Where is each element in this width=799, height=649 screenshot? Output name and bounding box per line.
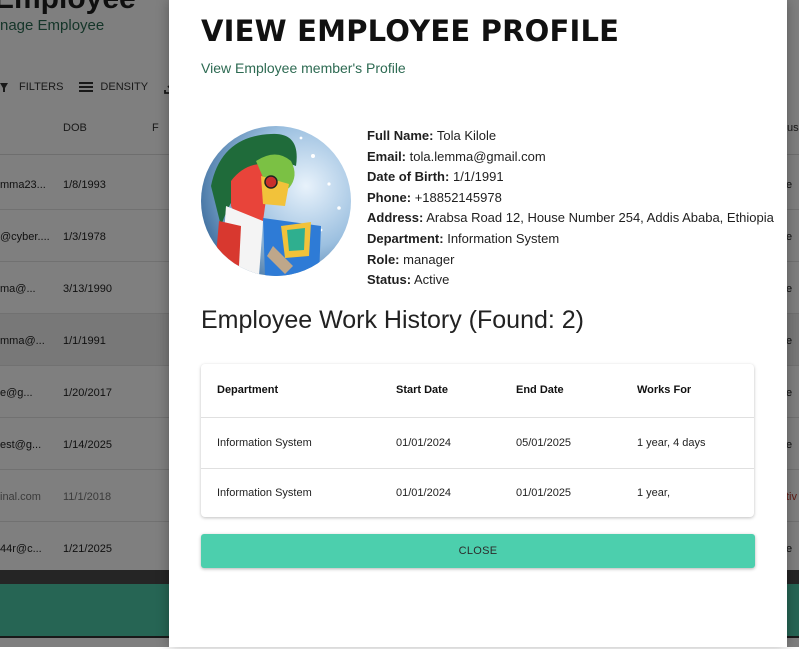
table-row: Information System 01/01/2024 05/01/2025…: [201, 418, 754, 469]
status-value: Active: [413, 272, 450, 288]
modal-subtitle: View Employee member's Profile: [201, 60, 406, 76]
column-header-department: Department: [217, 384, 279, 396]
end-date-cell: 01/01/2025: [516, 487, 572, 499]
modal-title: VIEW EMPLOYEE PROFILE: [201, 14, 620, 48]
column-header-start-date: Start Date: [396, 384, 448, 396]
address-value: Arabsa Road 12, House Number 254, Addis …: [426, 210, 774, 226]
full-name-row: Full Name: Tola Kilole: [367, 126, 774, 147]
department-value: Information System: [447, 230, 560, 246]
department-cell: Information System: [217, 487, 312, 499]
role-row: Role: manager: [367, 250, 774, 271]
dob-value: 1/1/1991: [452, 169, 504, 185]
column-header-end-date: End Date: [516, 384, 564, 396]
phone-row: Phone: +18852145978: [367, 188, 774, 209]
status-label: Status:: [367, 272, 412, 288]
full-name-value: Tola Kilole: [436, 128, 497, 143]
end-date-cell: 05/01/2025: [516, 437, 572, 449]
full-name-label: Full Name:: [367, 128, 434, 143]
employee-profile-modal: VIEW EMPLOYEE PROFILE View Employee memb…: [169, 0, 787, 647]
close-button[interactable]: CLOSE: [201, 534, 755, 568]
email-label: Email:: [367, 148, 407, 164]
address-label: Address:: [367, 210, 424, 226]
table-header-row: Department Start Date End Date Works For: [201, 364, 754, 418]
dob-row: Date of Birth: 1/1/1991: [367, 167, 774, 188]
phone-value: +18852145978: [414, 189, 502, 205]
column-header-works-for: Works For: [637, 384, 692, 396]
work-history-title: Employee Work History (Found: 2): [201, 306, 584, 334]
table-row: Information System 01/01/2024 01/01/2025…: [201, 468, 754, 518]
works-for-cell: 1 year,: [637, 487, 671, 499]
status-row: Status: Active: [367, 270, 774, 291]
role-value: manager: [403, 251, 455, 267]
work-history-table: Department Start Date End Date Works For…: [201, 364, 754, 517]
start-date-cell: 01/01/2024: [396, 487, 452, 499]
works-for-cell: 1 year, 4 days: [637, 437, 706, 449]
email-value: tola.lemma@gmail.com: [409, 148, 546, 164]
phone-label: Phone:: [367, 189, 412, 205]
department-label: Department:: [367, 230, 444, 246]
role-label: Role:: [367, 251, 400, 267]
profile-details: Full Name: Tola Kilole Email: tola.lemma…: [367, 126, 774, 291]
department-cell: Information System: [217, 437, 312, 449]
avatar: [201, 126, 351, 276]
department-row: Department: Information System: [367, 229, 774, 250]
address-row: Address: Arabsa Road 12, House Number 25…: [367, 208, 774, 229]
start-date-cell: 01/01/2024: [396, 437, 452, 449]
dob-label: Date of Birth:: [367, 169, 450, 185]
email-row: Email: tola.lemma@gmail.com: [367, 147, 774, 168]
